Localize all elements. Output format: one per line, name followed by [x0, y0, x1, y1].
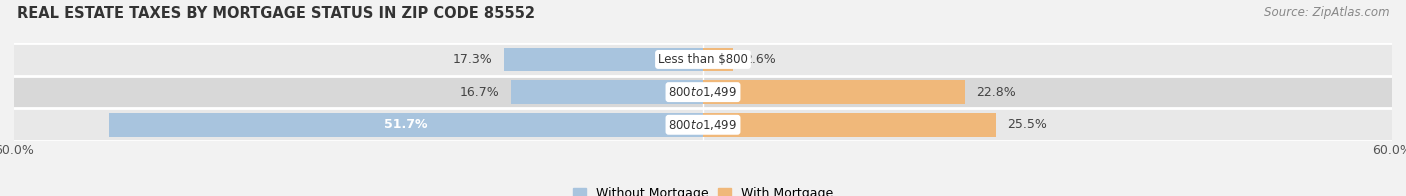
Text: REAL ESTATE TAXES BY MORTGAGE STATUS IN ZIP CODE 85552: REAL ESTATE TAXES BY MORTGAGE STATUS IN …	[17, 6, 534, 21]
Bar	[14, 108, 1392, 141]
Bar	[14, 76, 1392, 108]
Bar	[703, 48, 733, 71]
Bar	[110, 113, 703, 137]
Text: 25.5%: 25.5%	[1007, 118, 1047, 131]
Legend: Without Mortgage, With Mortgage: Without Mortgage, With Mortgage	[568, 182, 838, 196]
Text: Less than $800: Less than $800	[658, 53, 748, 66]
Bar	[703, 80, 965, 104]
Text: 16.7%: 16.7%	[460, 86, 499, 99]
Text: 2.6%: 2.6%	[744, 53, 776, 66]
Bar	[703, 113, 995, 137]
Text: 22.8%: 22.8%	[976, 86, 1017, 99]
Bar	[505, 48, 703, 71]
Text: 51.7%: 51.7%	[384, 118, 427, 131]
Text: $800 to $1,499: $800 to $1,499	[668, 85, 738, 99]
Text: Source: ZipAtlas.com: Source: ZipAtlas.com	[1264, 6, 1389, 19]
Text: $800 to $1,499: $800 to $1,499	[668, 118, 738, 132]
Bar	[14, 43, 1392, 76]
Text: 17.3%: 17.3%	[453, 53, 494, 66]
Bar	[512, 80, 703, 104]
